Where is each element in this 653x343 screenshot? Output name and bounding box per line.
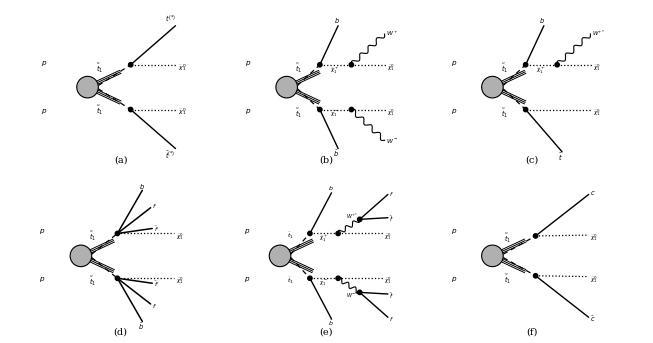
Text: $\tilde{\chi}_1^0$: $\tilde{\chi}_1^0$ [590,233,597,243]
Text: $W^+$: $W^+$ [386,29,398,38]
Circle shape [308,276,312,281]
Text: $\tilde{t}_1$: $\tilde{t}_1$ [96,104,103,117]
Circle shape [534,234,537,238]
Text: (f): (f) [526,328,538,337]
Text: $\bar{t}$: $\bar{t}$ [558,152,563,163]
Text: $\tilde{\chi}_1^0$: $\tilde{\chi}_1^0$ [387,107,395,118]
Text: $\tilde{\chi}_1^0$: $\tilde{\chi}_1^0$ [387,63,395,73]
Text: $\tilde{\chi}_1^0$: $\tilde{\chi}_1^0$ [384,276,391,286]
Text: $\tilde{\chi}_1^+$: $\tilde{\chi}_1^+$ [319,234,328,245]
Text: $\bar{f}^{\prime}$: $\bar{f}^{\prime}$ [154,225,159,234]
Text: $p$: $p$ [451,275,457,284]
Text: $f$: $f$ [389,315,394,323]
Text: $\tilde{\chi}_1^0$: $\tilde{\chi}_1^0$ [590,274,597,285]
Text: $b$: $b$ [539,16,545,25]
Text: $\bar{t}^{(*)}$: $\bar{t}^{(*)}$ [165,150,176,161]
Text: $\bar{b}$: $\bar{b}$ [138,321,144,332]
Text: $\tilde{t}_1$: $\tilde{t}_1$ [504,231,511,245]
Text: (d): (d) [114,328,128,337]
Circle shape [349,107,353,112]
Text: $\tilde{t}_1$: $\tilde{t}_1$ [89,275,97,288]
Text: $p$: $p$ [245,107,251,116]
Text: $b$: $b$ [138,182,144,191]
Text: $\bar{c}$: $\bar{c}$ [590,315,595,324]
Circle shape [269,245,291,267]
Text: $\bar{b}$: $\bar{b}$ [328,319,334,328]
Text: $\tilde{\chi}_1^0$: $\tilde{\chi}_1^0$ [178,62,187,73]
Text: $\tilde{t}_1$: $\tilde{t}_1$ [287,276,294,286]
Circle shape [70,245,91,267]
Text: $p$: $p$ [41,107,48,116]
Circle shape [116,276,119,281]
Circle shape [358,217,362,222]
Circle shape [116,231,119,236]
Text: $\bar{f}^{\prime}$: $\bar{f}^{\prime}$ [154,280,159,289]
Text: $\tilde{\chi}_1^0$: $\tilde{\chi}_1^0$ [593,63,601,73]
Text: $p$: $p$ [451,59,457,68]
Circle shape [534,274,537,278]
Circle shape [308,231,312,236]
Text: (b): (b) [319,156,334,165]
Text: $W^{+*}$: $W^{+*}$ [592,28,605,38]
Text: $p$: $p$ [39,227,46,236]
Text: (c): (c) [526,156,539,165]
Text: $\tilde{t}_1$: $\tilde{t}_1$ [501,61,508,75]
Circle shape [318,107,322,112]
Circle shape [336,276,340,281]
Text: $\bar{f}^{\prime}$: $\bar{f}^{\prime}$ [389,215,394,224]
Text: $\tilde{t}_1$: $\tilde{t}_1$ [295,106,302,120]
Circle shape [524,107,528,112]
Text: $p$: $p$ [41,59,48,68]
Text: $W^{+*}$: $W^{+*}$ [345,211,358,221]
Circle shape [336,231,340,236]
Circle shape [555,62,560,67]
Text: $p$: $p$ [244,227,250,236]
Text: (e): (e) [320,328,333,337]
Text: $b$: $b$ [328,184,334,192]
Text: $\bar{b}$: $\bar{b}$ [334,148,340,159]
Text: $\tilde{\chi}_1^-$: $\tilde{\chi}_1^-$ [319,279,328,288]
Circle shape [77,76,99,98]
Circle shape [482,245,503,267]
Circle shape [358,290,362,295]
Text: $p$: $p$ [39,275,46,284]
Text: $\tilde{\chi}_1^0$: $\tilde{\chi}_1^0$ [384,231,391,242]
Text: $\tilde{t}_1$: $\tilde{t}_1$ [89,229,97,243]
Circle shape [349,62,353,67]
Circle shape [524,62,528,67]
Text: $\tilde{t}_1$: $\tilde{t}_1$ [295,61,302,75]
Text: $f$: $f$ [152,303,157,310]
Circle shape [129,62,133,67]
Text: $f$: $f$ [152,202,157,210]
Text: $b$: $b$ [334,16,340,25]
Text: $\tilde{t}_1$: $\tilde{t}_1$ [96,61,103,75]
Text: $\tilde{t}_1$: $\tilde{t}_1$ [287,231,294,241]
Circle shape [318,62,322,67]
Text: $p$: $p$ [245,59,251,68]
Text: $W^-$: $W^-$ [386,137,398,145]
Text: $\tilde{t}_1$: $\tilde{t}_1$ [504,273,511,286]
Text: $\bar{f}^{\prime}$: $\bar{f}^{\prime}$ [389,292,394,300]
Circle shape [482,76,503,98]
Text: $\tilde{\chi}_1^+$: $\tilde{\chi}_1^+$ [330,66,339,76]
Text: (a): (a) [114,156,127,165]
Text: $W^{-*}$: $W^{-*}$ [345,291,358,300]
Text: $t^{(*)}$: $t^{(*)}$ [165,13,176,25]
Text: $\tilde{\chi}_1^0$: $\tilde{\chi}_1^0$ [176,231,183,242]
Text: $\tilde{\chi}_1^-$: $\tilde{\chi}_1^-$ [330,110,339,119]
Text: $\tilde{\chi}_1^0$: $\tilde{\chi}_1^0$ [178,107,187,117]
Text: $\tilde{\chi}_1^0$: $\tilde{\chi}_1^0$ [593,107,601,118]
Text: $p$: $p$ [244,275,250,284]
Text: $c$: $c$ [590,189,595,197]
Circle shape [276,76,298,98]
Text: $p$: $p$ [451,107,457,116]
Circle shape [129,107,133,112]
Text: $\tilde{\chi}_1^+$: $\tilde{\chi}_1^+$ [535,66,545,76]
Text: $\tilde{t}_1$: $\tilde{t}_1$ [501,106,508,120]
Text: $p$: $p$ [451,227,457,236]
Text: $\tilde{\chi}_1^0$: $\tilde{\chi}_1^0$ [176,276,183,286]
Text: $f$: $f$ [389,190,394,198]
